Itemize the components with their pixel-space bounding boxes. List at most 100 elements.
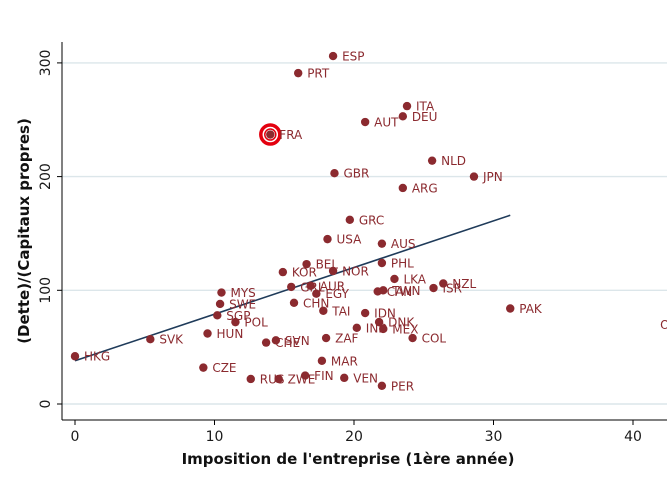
point-label: TWN [391,284,420,298]
x-tick-label: 20 [345,429,363,445]
data-point [271,336,281,345]
data-point [439,279,448,288]
data-point [302,259,311,269]
data-point [261,338,271,347]
point-label: CZE [212,361,236,375]
highlight-ring-inner [264,128,277,141]
point-label: KOR [292,266,317,280]
point-label: SVK [159,333,184,347]
x-tick-label: 10 [206,429,224,445]
point-label: PRT [307,67,330,81]
point-label: EGY [325,287,349,301]
data-point [312,289,321,298]
data-point [345,215,355,225]
tick-layer: 0 100 200 300 0 10 20 30 40 [38,50,642,445]
y-axis-title: (Dette)/(Capitaux propres) [15,118,33,344]
data-point [390,274,399,284]
data-point [427,156,437,165]
point-label: VEN [353,371,378,385]
y-tick-label: 200 [38,163,54,190]
data-point [328,51,338,61]
data-point [266,130,275,139]
grid-layer [62,62,667,405]
data-point [398,112,408,121]
x-tick-label: 30 [485,429,503,445]
data-point [317,356,327,365]
point-label: SWE [229,297,256,311]
point-label: HUN [217,327,244,341]
y-tick-label: 100 [38,277,54,304]
data-point [199,363,208,372]
point-label: ARG [412,181,438,195]
data-point [213,311,222,320]
point-label: HKG [84,350,110,364]
data-point [328,266,338,276]
point-label: NZL [452,277,476,291]
data-point [374,317,384,327]
data-point [70,352,80,361]
data-point [352,323,361,333]
point-label: SVN [285,334,310,348]
data-point [377,239,387,248]
y-tick-label: 300 [38,50,54,77]
point-label: DEU [412,110,438,124]
point-label: ZWE [288,372,316,386]
point-label: GRC [359,213,384,227]
data-point [246,374,255,384]
data-point [360,308,370,318]
data-point [319,306,328,315]
point-label: COL [422,332,447,346]
point-label: ITA [416,100,435,114]
point-label: DNK [388,316,415,330]
data-point [330,168,339,178]
data-point [203,329,212,338]
point-label: NOR [342,264,369,278]
point-label: AUS [391,237,416,251]
data-point [398,183,408,193]
x-tick-label: 40 [624,429,642,445]
data-point [321,333,331,343]
data-point [506,304,515,313]
point-label: GBR [343,167,369,181]
data-point [146,334,155,344]
data-point [340,373,349,383]
data-point [408,333,417,343]
point-label: FRA [279,128,303,142]
point-label: CAN [387,285,413,299]
data-point [377,381,387,391]
point-label: ISR [443,282,463,296]
data-point [287,282,296,292]
point-label: POL [244,316,268,330]
point-label: JPN [482,170,503,184]
point-label: PAK [519,302,543,316]
data-point [402,101,412,111]
data-point [231,317,240,327]
data-point [300,371,310,380]
point-label: LKA [403,272,426,286]
data-point [360,117,370,127]
point-label: ZAF [335,332,358,346]
point-label: AUT [374,116,399,130]
data-point [306,281,315,290]
point-label: PER [391,379,414,393]
data-point [274,374,283,384]
data-point [215,299,225,309]
data-point [294,68,303,78]
point-label: AUR [320,279,345,293]
point-label: CHE [275,336,300,350]
point-label: MYS [230,286,255,300]
x-axis-title: Imposition de l'entreprise (1ère année) [182,450,515,468]
point-label: MEX [392,322,418,336]
point-label: IDN [374,307,396,321]
point-label: NLD [441,154,466,168]
point-label: ESP [342,50,364,64]
data-point [429,283,438,293]
data-point [278,267,288,277]
point-label: OL [660,318,667,332]
point-label: USA [336,233,362,247]
x-tick-label: 0 [71,429,80,445]
point-label: TAI [331,304,350,318]
